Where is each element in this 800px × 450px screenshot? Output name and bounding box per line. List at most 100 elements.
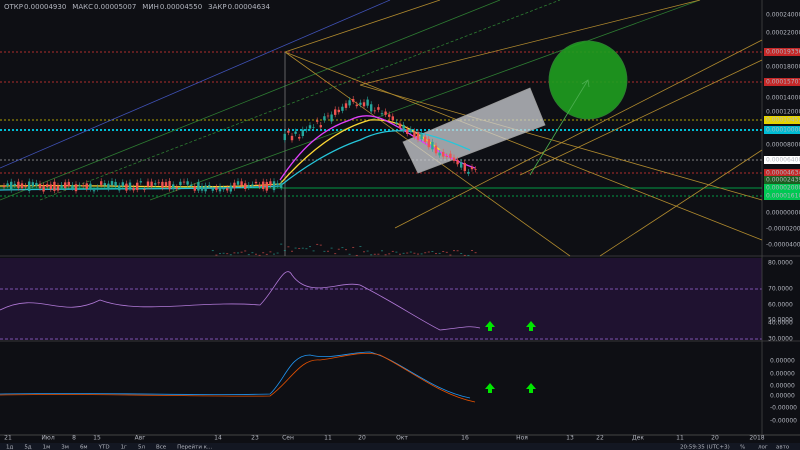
candle — [265, 182, 268, 191]
volume — [255, 253, 257, 255]
range-button[interactable]: 5л — [138, 445, 145, 450]
candle — [200, 185, 204, 191]
date-label: 8 — [72, 435, 76, 442]
range-button[interactable]: 1д — [6, 445, 13, 450]
candle — [136, 182, 139, 190]
volume — [258, 254, 261, 256]
candle — [312, 127, 315, 128]
date-label: 13 — [566, 435, 574, 442]
candle — [2, 185, 6, 188]
volume — [373, 253, 376, 255]
candle — [229, 185, 232, 192]
candle — [143, 189, 146, 191]
macd-label: 0.00000 — [770, 358, 795, 365]
volume — [370, 254, 373, 256]
volume — [402, 252, 405, 254]
candle — [146, 181, 150, 187]
candle — [413, 131, 416, 138]
date-label: 21 — [4, 435, 12, 442]
range-button[interactable]: 5д — [24, 445, 31, 450]
range-button[interactable]: 3м — [61, 445, 69, 450]
candle — [240, 181, 243, 186]
candle — [395, 122, 398, 124]
volume — [442, 251, 445, 253]
volume — [474, 252, 477, 254]
candle — [452, 157, 456, 161]
volume — [424, 252, 427, 254]
toolbar-item[interactable]: авто — [776, 445, 790, 450]
volume — [384, 254, 387, 256]
candle — [474, 169, 477, 170]
candle — [254, 181, 258, 184]
volume — [355, 254, 358, 256]
candle — [427, 138, 430, 148]
range-button[interactable]: Перейти к... — [177, 444, 212, 450]
candle — [74, 184, 78, 192]
candle — [449, 153, 452, 158]
candle — [305, 129, 308, 131]
toolbar-item: 20:59:35 (UTC+3) — [680, 445, 730, 450]
rsi-label: 70.0000 — [768, 286, 793, 293]
macd-label: -0.00000 — [770, 418, 797, 425]
date-label: 16 — [461, 435, 469, 442]
candle — [46, 184, 49, 188]
candle — [467, 171, 470, 174]
toolbar-item[interactable]: % — [740, 445, 745, 450]
price-label: 0.00010000 — [766, 127, 800, 134]
candle — [67, 181, 70, 187]
candle — [344, 103, 348, 108]
candle — [150, 181, 153, 187]
volume — [229, 254, 232, 256]
date-label: 14 — [214, 435, 222, 442]
ohlc-label: МАКС — [72, 3, 93, 11]
volume — [413, 252, 416, 254]
range-button[interactable]: Все — [156, 445, 167, 450]
volume — [388, 253, 391, 255]
volume — [327, 250, 329, 252]
candle — [82, 185, 85, 187]
candle — [402, 124, 405, 131]
date-label: 20 — [358, 435, 366, 442]
ohlc-value: 0.00004550 — [160, 3, 202, 11]
volume — [262, 252, 265, 254]
range-button[interactable]: 6м — [80, 445, 88, 450]
price-label-bg — [764, 156, 800, 164]
candle — [258, 185, 261, 187]
ohlc-value: 0.00005007 — [94, 3, 136, 11]
candle — [269, 181, 272, 186]
price-label: 0.00006400 — [766, 157, 800, 164]
rsi-label: 50.0000 — [768, 317, 793, 324]
candles — [2, 95, 477, 256]
toolbar-item[interactable]: лог — [758, 445, 768, 450]
candle — [17, 181, 20, 189]
volume — [460, 253, 463, 255]
volume — [233, 252, 236, 254]
candle — [114, 181, 117, 187]
candle — [294, 131, 297, 134]
volume — [395, 251, 398, 253]
candle — [373, 110, 376, 112]
volume — [323, 250, 326, 252]
volume — [399, 253, 401, 255]
macd-label: 0.00000 — [770, 371, 795, 378]
volume — [283, 250, 286, 252]
price-label: 0.00010452 — [766, 117, 800, 124]
candle — [470, 166, 474, 170]
range-button[interactable]: 1г — [121, 445, 127, 450]
candle — [157, 182, 160, 184]
candle — [334, 109, 337, 115]
candle — [283, 133, 286, 141]
candle — [323, 116, 326, 121]
volume — [348, 253, 351, 255]
range-button[interactable]: 1м — [43, 445, 51, 450]
candle — [222, 188, 225, 190]
range-button[interactable]: YTD — [98, 445, 110, 450]
candle — [272, 181, 276, 191]
price-label: 0.00004634 — [766, 170, 800, 177]
candle — [164, 182, 168, 187]
volume — [287, 246, 290, 248]
candle — [359, 102, 362, 105]
price-label-bg — [764, 192, 800, 200]
